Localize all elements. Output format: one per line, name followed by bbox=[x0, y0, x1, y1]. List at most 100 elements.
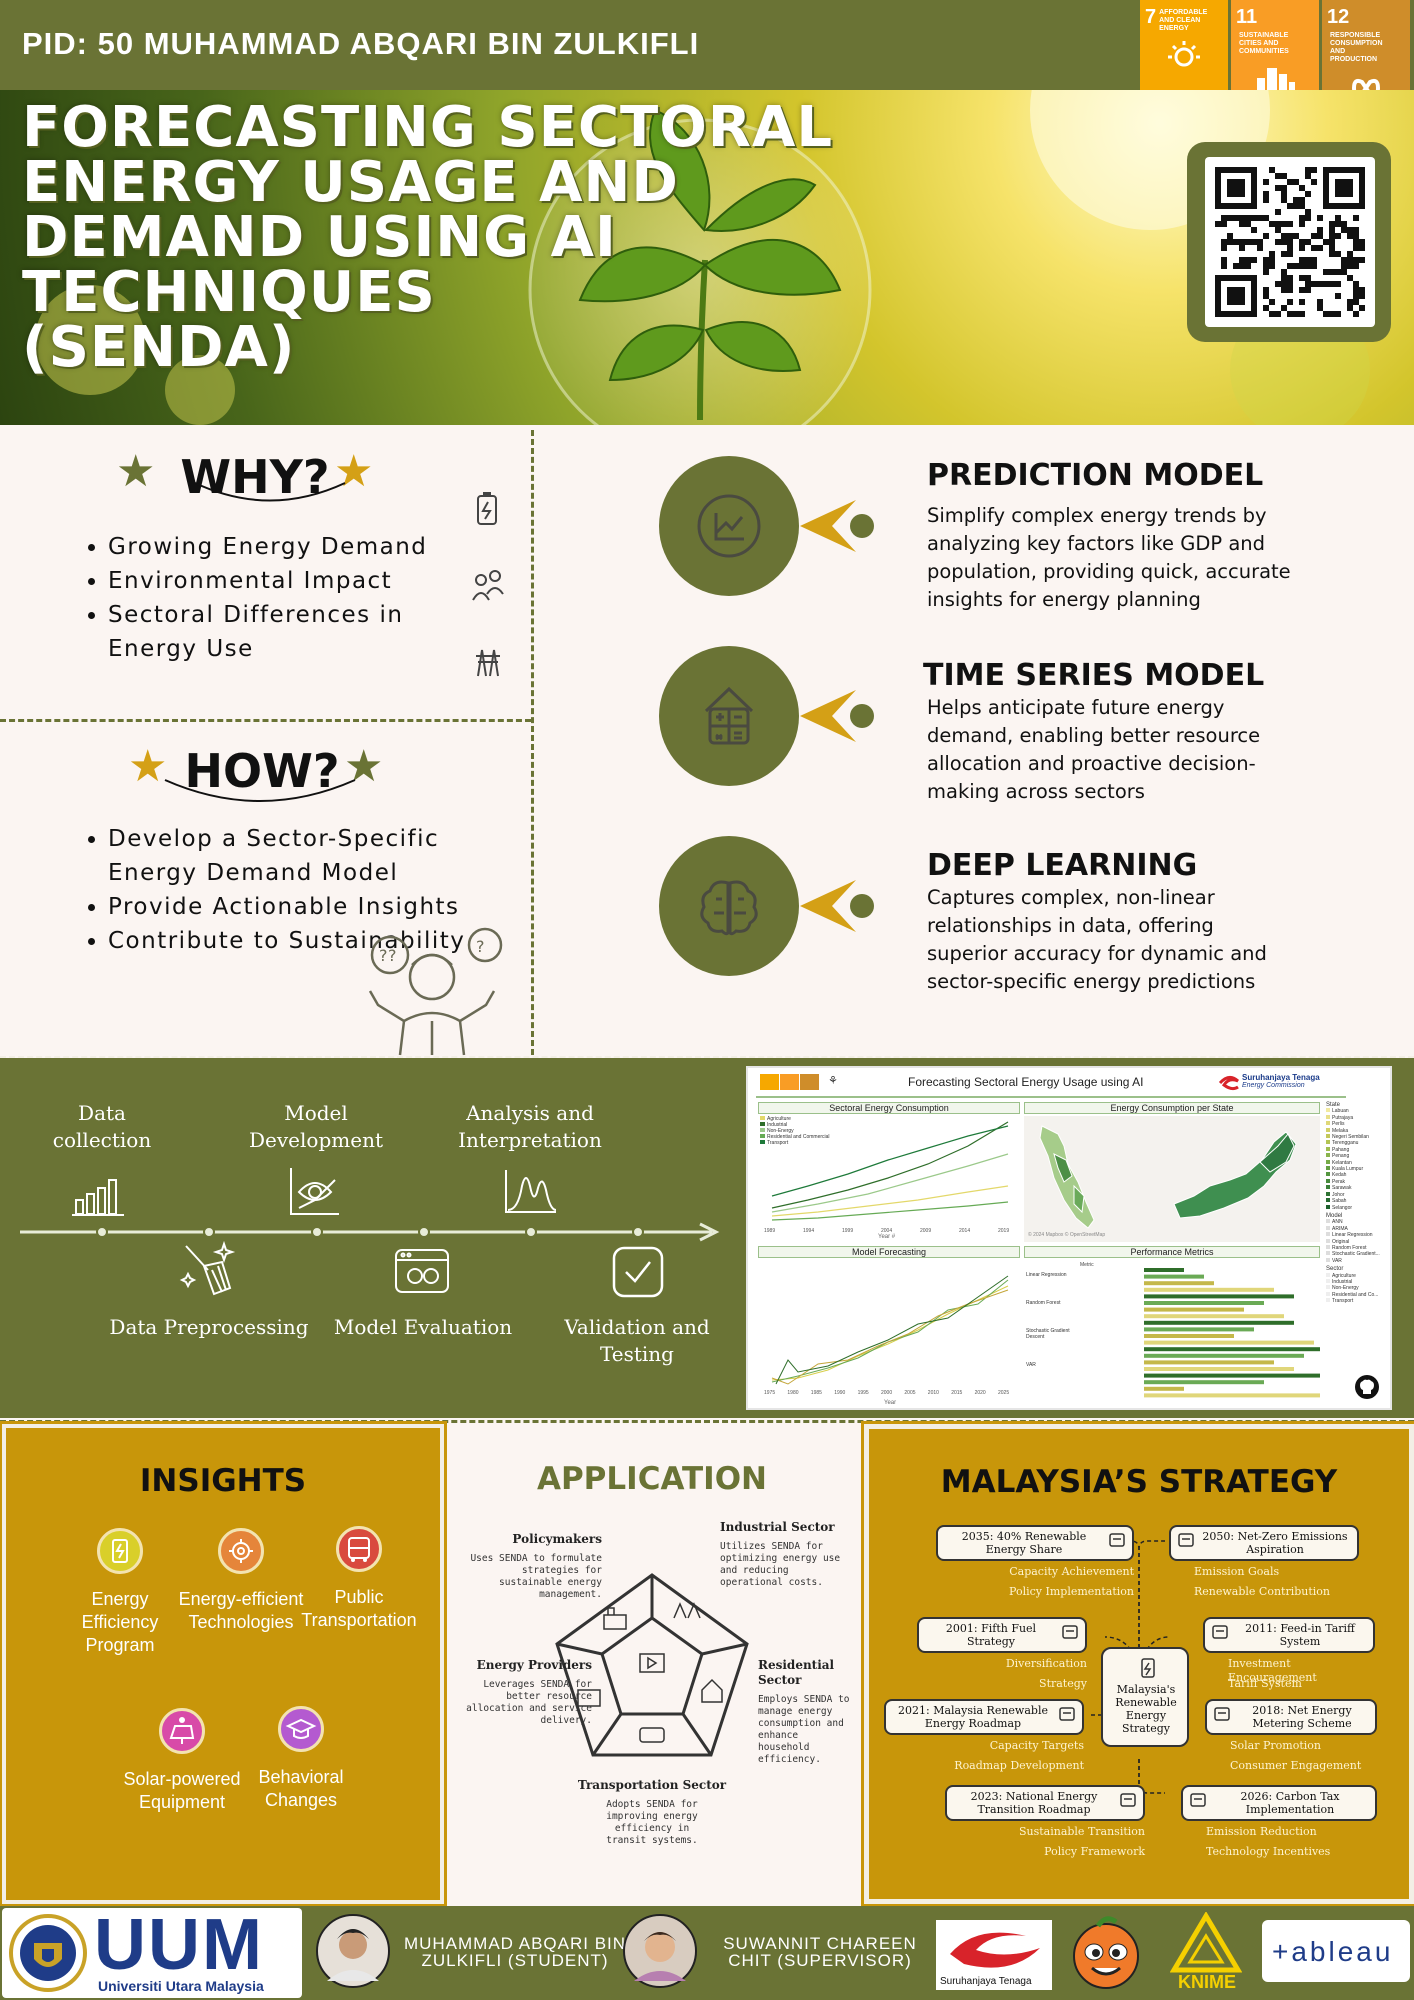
filter-label: Negeri Sembilan bbox=[1332, 1134, 1369, 1141]
sdg-badge: 11 SUSTAINABLE CITIES AND COMMUNITIES bbox=[1231, 0, 1319, 96]
metric-bar bbox=[1144, 1281, 1214, 1286]
title-line: ENERGY USAGE AND bbox=[22, 150, 679, 215]
filter-item[interactable]: ANN bbox=[1326, 1219, 1390, 1225]
filter-item[interactable]: Sarawak bbox=[1326, 1185, 1390, 1191]
filter-item[interactable]: Terengganu bbox=[1326, 1140, 1390, 1146]
filter-item[interactable]: Perlis bbox=[1326, 1121, 1390, 1127]
chart-icon bbox=[684, 481, 774, 571]
filter-item[interactable]: Sabah bbox=[1326, 1198, 1390, 1204]
filter-swatch bbox=[1326, 1146, 1330, 1151]
uum-subtitle: Universiti Utara Malaysia bbox=[98, 1978, 264, 1994]
milestone-subpoint: Capacity Achievement bbox=[1009, 1565, 1134, 1578]
filter-item[interactable]: Stochastic Gradient... bbox=[1326, 1251, 1390, 1257]
why-item: Sectoral Differences in Energy Use bbox=[108, 598, 472, 666]
tableau-text: +ableau bbox=[1272, 1936, 1394, 1967]
dashboard-screenshot: ⚘ Forecasting Sectoral Energy Usage usin… bbox=[746, 1066, 1392, 1410]
filter-swatch bbox=[1326, 1225, 1330, 1230]
strategy-milestone: 2023: National Energy Transition Roadmap bbox=[945, 1785, 1145, 1821]
filter-item[interactable]: Non-Energy bbox=[1326, 1285, 1390, 1291]
filter-item[interactable]: Random Forest bbox=[1326, 1244, 1390, 1251]
filter-item[interactable]: Linear Regression bbox=[1326, 1232, 1390, 1238]
filter-item[interactable]: Selangor bbox=[1326, 1204, 1390, 1211]
filter-item[interactable]: VAR bbox=[1326, 1257, 1390, 1264]
filter-item[interactable]: Perak bbox=[1326, 1178, 1390, 1185]
insight-label: Energy-efficient Technologies bbox=[178, 1589, 304, 1632]
filter-label: Sabah bbox=[1332, 1198, 1347, 1205]
metric-bar bbox=[1144, 1340, 1314, 1345]
map-credit: © 2024 Mapbox © OpenStreetMap bbox=[1028, 1232, 1106, 1238]
power-tower-icon bbox=[476, 649, 500, 677]
bar-chart-icon bbox=[72, 1179, 124, 1216]
filter-item[interactable]: Agriculture bbox=[1326, 1272, 1390, 1279]
filter-item[interactable]: Residential and Co... bbox=[1326, 1291, 1390, 1298]
sun-icon bbox=[1213, 1705, 1231, 1723]
application-item: Policymakers Uses SENDA to formulate stra… bbox=[462, 1532, 602, 1601]
filter-item[interactable]: Johor bbox=[1326, 1191, 1390, 1198]
sector-filter-list[interactable]: Agriculture Industrial Non-Energy Residenti… bbox=[1326, 1272, 1390, 1305]
milestone-subpoint: Roadmap Development bbox=[954, 1759, 1084, 1772]
check-box-icon bbox=[612, 1246, 664, 1298]
panel-title: Energy Consumption per State bbox=[1024, 1102, 1320, 1114]
x-tick: 2025 bbox=[998, 1390, 1010, 1396]
suruhanjaya-tenaga-logo: Suruhanjaya Tenaga bbox=[936, 1920, 1052, 1990]
filter-swatch bbox=[1326, 1238, 1330, 1243]
document-icon bbox=[1061, 1623, 1079, 1641]
x-tick: 1985 bbox=[810, 1390, 822, 1396]
filter-item[interactable]: Kedah bbox=[1326, 1172, 1390, 1178]
strategy-heading: MALAYSIA’S STRATEGY bbox=[940, 1464, 1338, 1500]
application-title: Transportation Sector bbox=[577, 1778, 727, 1792]
filter-item[interactable]: Melaka bbox=[1326, 1127, 1390, 1134]
filter-item[interactable]: Industrial bbox=[1326, 1278, 1390, 1285]
model-filter-list[interactable]: ANN ARIMA Linear Regression Original Random … bbox=[1326, 1219, 1390, 1264]
energy-commission-logo: Suruhanjaya Tenaga Energy Commission bbox=[1218, 1073, 1348, 1093]
why-item: Growing Energy Demand bbox=[108, 530, 472, 564]
filter-label: Industrial bbox=[1332, 1278, 1353, 1285]
filter-label: Sarawak bbox=[1332, 1185, 1352, 1192]
truck-icon bbox=[1119, 1791, 1137, 1809]
filter-label: Kuala Lumpur bbox=[1332, 1166, 1364, 1173]
factory-icon bbox=[1177, 1531, 1195, 1549]
qr-code[interactable] bbox=[1205, 157, 1375, 327]
legend-swatch bbox=[760, 1128, 765, 1132]
browser-window-icon bbox=[395, 1249, 449, 1293]
forecast-line bbox=[771, 1279, 1009, 1383]
filter-item[interactable]: Putrajaya bbox=[1326, 1114, 1390, 1121]
milestone-title: 2026: Carbon Tax Implementation bbox=[1240, 1790, 1340, 1816]
metric-bar bbox=[1144, 1386, 1184, 1391]
filter-item[interactable]: Negeri Sembilan bbox=[1326, 1134, 1390, 1140]
model-icon-circle bbox=[659, 456, 799, 596]
metric-bar bbox=[1144, 1380, 1264, 1385]
strategy-milestone: 2021: Malaysia Renewable Energy Roadmap bbox=[884, 1699, 1084, 1735]
filter-swatch bbox=[1326, 1127, 1330, 1132]
insight-label: Behavioral Changes bbox=[258, 1767, 344, 1810]
filter-item[interactable]: Original bbox=[1326, 1238, 1390, 1245]
application-panel: APPLICATION Policymakers Uses SENDA to fo… bbox=[452, 1424, 852, 1904]
legend-label: Transport bbox=[767, 1140, 789, 1146]
milestone-subpoint: Tariff System bbox=[1228, 1677, 1302, 1690]
github-icon[interactable] bbox=[1354, 1374, 1380, 1400]
filter-item[interactable]: Kuala Lumpur bbox=[1326, 1166, 1390, 1172]
forecast-line-chart bbox=[771, 1275, 1009, 1385]
filter-item[interactable]: Penang bbox=[1326, 1153, 1390, 1159]
filter-item[interactable]: Transport bbox=[1326, 1298, 1390, 1304]
workflow-step-label: Model Development bbox=[249, 1101, 383, 1152]
legend-item: Agriculture bbox=[760, 1116, 830, 1122]
filter-swatch bbox=[1326, 1285, 1330, 1290]
milestone-subpoint: Policy Implementation bbox=[1009, 1585, 1134, 1598]
state-filter-list[interactable]: Labuan Putrajaya Perlis Melaka Negeri Sembil… bbox=[1326, 1108, 1390, 1211]
factory-icon bbox=[1189, 1791, 1207, 1809]
insight-label: Public Transportation bbox=[301, 1587, 417, 1630]
filter-item[interactable]: Pahang bbox=[1326, 1146, 1390, 1153]
filter-item[interactable]: ARIMA bbox=[1326, 1225, 1390, 1232]
filter-item[interactable]: Kelantan bbox=[1326, 1159, 1390, 1166]
filter-swatch bbox=[1326, 1140, 1330, 1145]
filter-item[interactable]: Labuan bbox=[1326, 1108, 1390, 1114]
milestone-subpoint: Emission Reduction bbox=[1206, 1825, 1317, 1838]
st-swoosh bbox=[950, 1932, 1040, 1968]
divider-horizontal bbox=[0, 1420, 1414, 1423]
bus-icon bbox=[336, 1526, 382, 1572]
metric-bar bbox=[1144, 1367, 1294, 1371]
filter-label: ARIMA bbox=[1332, 1225, 1348, 1232]
brain-icon bbox=[684, 861, 774, 951]
sector-line bbox=[771, 1153, 1009, 1213]
